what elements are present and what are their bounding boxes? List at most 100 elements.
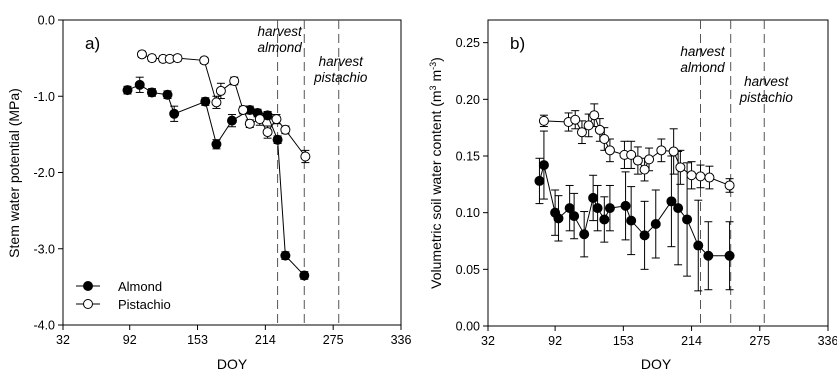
data-point-pistachio (538, 115, 549, 126)
data-point-almond (620, 200, 631, 211)
harvest-label: harvest (744, 74, 790, 89)
panel-a-y-tick-label: -1.0 (33, 90, 55, 104)
data-point-almond (272, 134, 283, 145)
data-point-pistachio (639, 164, 650, 175)
panel-a-y-tick-label: 0.0 (38, 14, 55, 28)
panel-b-x-tick-label: 153 (613, 334, 634, 348)
data-point-pistachio (686, 170, 697, 181)
data-point-almond (122, 85, 133, 96)
panel-b-y-tick-label: 0.20 (456, 93, 480, 107)
data-point-pistachio (146, 53, 157, 64)
data-point-pistachio (262, 127, 273, 138)
panel-a-x-tick-label: 275 (323, 333, 344, 347)
data-point-almond (538, 160, 549, 171)
panel-b-label: b) (510, 34, 525, 53)
panel-b-ticks: 32 92 153 214 275 336 0.00 0.05 0.10 0.15 0.20 0.25 (456, 36, 837, 348)
panel-a-x-tick-label: 92 (123, 333, 137, 347)
data-point-almond (650, 219, 661, 229)
data-point-pistachio (594, 124, 605, 135)
panel-a-stem-water-potential: a) DOY Stem water potential (MPa) 32 92 15… (6, 14, 411, 373)
harvest-label-crop: almond (257, 40, 302, 55)
data-point-pistachio (244, 118, 255, 129)
panel-a-x-tick-label: 336 (391, 333, 412, 347)
panel-a-legend: Almond Pistachio (76, 279, 171, 312)
data-point-almond (579, 229, 590, 240)
data-point-almond (553, 213, 564, 224)
data-point-almond (626, 215, 637, 226)
panel-a-y-tick-label: -2.0 (33, 166, 55, 180)
panel-b-x-tick-label: 214 (681, 334, 702, 348)
data-point-pistachio (644, 154, 655, 165)
data-point-pistachio (695, 171, 706, 182)
data-point-almond (299, 270, 310, 281)
data-point-almond (693, 240, 704, 251)
panel-b-x-tick-label: 92 (548, 334, 562, 348)
data-point-almond (564, 203, 575, 214)
panel-a-x-axis-title: DOY (217, 356, 248, 372)
data-point-pistachio (589, 110, 600, 121)
harvest-label: harvest (319, 54, 365, 69)
data-point-pistachio (668, 146, 679, 157)
data-point-pistachio (626, 149, 637, 160)
panel-a-ticks: 32 92 153 214 275 336 0.0 -1.0 -2.0 -3.0 -4.0 (33, 14, 411, 348)
panel-a-y-tick-label: -4.0 (33, 319, 55, 333)
panel-b-y-tick-label: 0.00 (456, 320, 480, 334)
panel-b-soil-water-content: b) DOY Volumetric soil water content (m3… (428, 19, 837, 372)
data-point-almond (162, 89, 173, 100)
data-point-pistachio (570, 114, 581, 125)
data-point-almond (534, 175, 545, 186)
panel-b-y-tick-label: 0.25 (456, 36, 480, 50)
data-point-pistachio (300, 151, 311, 162)
data-point-pistachio (656, 145, 667, 156)
legend-almond-label: Almond (118, 279, 162, 294)
data-point-almond (146, 87, 157, 98)
data-point-pistachio (271, 114, 282, 125)
data-point-pistachio (576, 127, 587, 138)
data-point-pistachio (199, 55, 210, 66)
harvest-label: harvest (257, 24, 303, 39)
data-point-almond (604, 203, 615, 214)
data-point-almond (262, 110, 273, 121)
panel-b-y-title-part1: Volumetric soil water content (m (428, 90, 444, 288)
harvest-label-crop: almond (680, 60, 725, 75)
data-point-pistachio (215, 85, 226, 96)
data-point-almond (134, 79, 145, 90)
panel-b-x-tick-label: 32 (481, 334, 495, 348)
data-point-almond (200, 96, 211, 107)
panel-b-y-title-part2: m (428, 70, 444, 86)
legend-pistachio-label: Pistachio (118, 297, 171, 312)
panel-b-y-tick-label: 0.10 (456, 206, 480, 220)
panel-b-y-title-end: ) (428, 57, 444, 62)
panel-a-y-tick-label: -3.0 (33, 242, 55, 256)
panel-b-x-tick-label: 336 (818, 334, 837, 348)
data-point-almond (599, 214, 610, 225)
data-point-almond (639, 230, 650, 241)
data-point-almond (280, 250, 291, 261)
data-point-almond (169, 108, 180, 119)
data-point-almond (724, 250, 735, 261)
panel-a-label: a) (85, 34, 100, 53)
data-point-pistachio (254, 114, 265, 125)
data-point-pistachio (632, 155, 643, 166)
data-point-almond (569, 211, 580, 222)
data-point-pistachio (229, 76, 240, 86)
data-point-almond (666, 196, 677, 207)
data-point-pistachio (136, 49, 147, 60)
panel-b-series (534, 103, 735, 292)
panel-a-series (122, 49, 311, 281)
data-point-pistachio (172, 53, 183, 64)
data-point-almond (227, 115, 237, 126)
data-point-pistachio (599, 134, 610, 144)
data-point-pistachio (724, 180, 735, 191)
panel-b-y-tick-label: 0.05 (456, 263, 480, 277)
data-point-almond (211, 139, 222, 150)
panel-a-x-tick-label: 153 (187, 333, 208, 347)
harvest-label: harvest (680, 44, 726, 59)
data-point-pistachio (604, 145, 615, 156)
harvest-label-crop: pistachio (739, 90, 794, 105)
data-point-almond (703, 250, 714, 261)
panel-a-x-tick-label: 32 (56, 333, 70, 347)
legend-pistachio-marker (83, 299, 93, 309)
